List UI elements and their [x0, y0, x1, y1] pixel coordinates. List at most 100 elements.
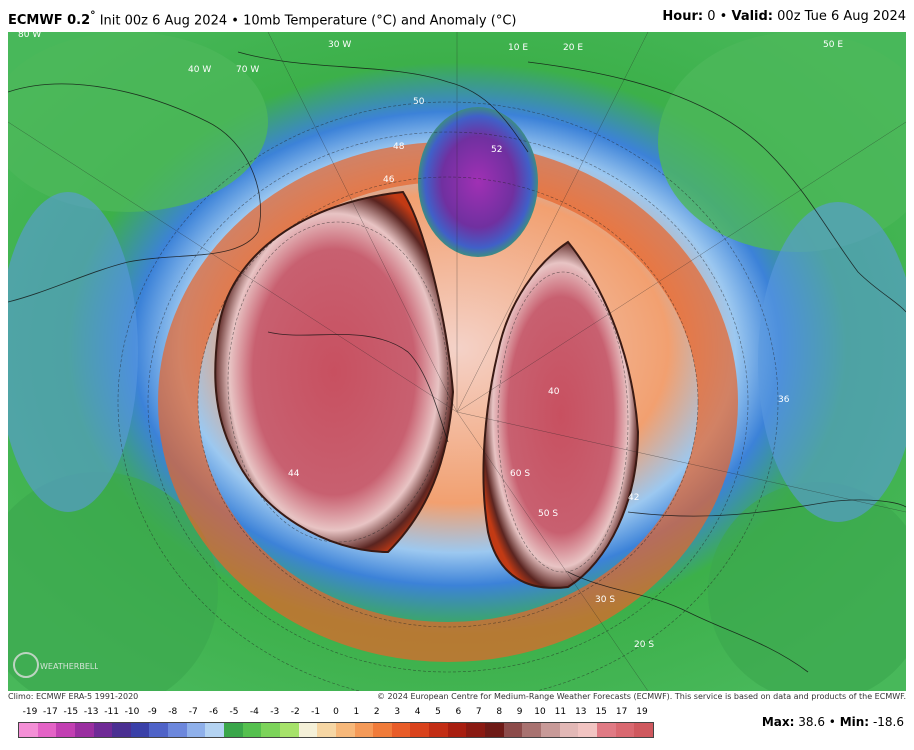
cold-anomaly-north	[418, 107, 538, 257]
colorbar-label: -3	[270, 707, 280, 717]
contour-label: 30 S	[595, 595, 615, 605]
contour-label: 36	[778, 395, 790, 405]
colorbar-label: 3	[394, 707, 401, 717]
hour-label: Hour:	[662, 9, 704, 24]
colorbar-label: 2	[373, 707, 380, 717]
green-region-ne	[658, 32, 906, 252]
colorbar-swatch	[578, 723, 597, 737]
valid-value: 00z Tue 6 Aug 2024	[777, 9, 906, 24]
colorbar-label: 19	[636, 707, 648, 717]
graticule	[8, 32, 906, 691]
max-value: 38.6	[798, 715, 825, 729]
colorbar-swatch	[93, 723, 113, 737]
colorbar-swatch	[447, 723, 467, 737]
colorbar-label: 1	[353, 707, 360, 717]
temperature-map[interactable]: 50 48 46 44 42 40 36 52 50 S 60 S 30 S 2…	[8, 32, 906, 691]
contour-label: 60 S	[510, 469, 530, 479]
colorbar-label: 13	[575, 707, 587, 717]
colorbar-label: 0	[333, 707, 339, 717]
colorbar-label: -10	[124, 707, 140, 717]
colorbar-label: -1	[311, 707, 321, 717]
colorbar-swatch	[335, 723, 355, 737]
contour-label: 50 S	[538, 509, 558, 519]
colorbar-swatch	[559, 723, 579, 737]
init-time: Init 00z 6 Aug 2024	[99, 13, 228, 29]
colorbar-swatch	[186, 723, 206, 737]
colorbar-label: -7	[188, 707, 198, 717]
colorbar-label: -13	[83, 707, 99, 717]
colorbar-label: 9	[516, 707, 523, 717]
field-title: 10mb Temperature (°C) and Anomaly (°C)	[243, 13, 517, 29]
contour-label: 50	[413, 97, 425, 107]
colorbar-label: 15	[595, 707, 607, 717]
colorbar-swatch	[224, 723, 243, 737]
contour-label-group: 50 48 46 44 42 40 36 52 50 S 60 S 30 S 2…	[18, 32, 843, 650]
contour-label: 48	[393, 142, 405, 152]
colorbar-swatch	[37, 723, 57, 737]
colorbar-label: -2	[290, 707, 300, 717]
colorbar-label: 6	[455, 707, 462, 717]
contour-lines	[117, 101, 779, 691]
copyright-note: © 2024 European Centre for Medium-Range …	[377, 692, 906, 701]
colorbar-swatch	[596, 723, 616, 737]
warm-anomaly-right	[482, 240, 640, 589]
colorbar-swatch	[615, 723, 635, 737]
header-bar: ECMWF 0.2° Init 00z 6 Aug 2024 • 10mb Te…	[0, 0, 914, 32]
max-min-stats: Max: 38.6 • Min: -18.6	[761, 715, 904, 729]
contour-label: 40	[548, 387, 560, 397]
contour-label: 42	[628, 493, 639, 503]
colorbar-label: 5	[435, 707, 441, 717]
coastlines	[8, 51, 906, 673]
colorbar-label: 10	[534, 707, 546, 717]
colorbar-swatch	[74, 723, 94, 737]
contour-label: 46	[383, 175, 395, 185]
hour-value: 0	[707, 9, 716, 24]
valid-time-info: Hour: 0 • Valid: 00z Tue 6 Aug 2024	[662, 9, 906, 24]
colorbar-swatch	[279, 723, 299, 737]
colorbar-swatch	[373, 723, 392, 737]
blue-region-w	[8, 192, 138, 512]
contour-label: 80 W	[18, 32, 41, 40]
colorbar-label: -9	[147, 707, 157, 717]
colorbar-swatch	[634, 723, 653, 737]
colorbar-label: -15	[63, 707, 79, 717]
valid-label: Valid:	[731, 9, 774, 24]
colorbar-swatch	[130, 723, 150, 737]
colorbar-swatch	[354, 723, 374, 737]
colorbar-swatch	[168, 723, 187, 737]
contour-label: 10 E	[508, 43, 528, 53]
colorbar-swatch	[429, 723, 448, 737]
contour-label: 20 S	[634, 640, 654, 650]
colorbar-label: 8	[496, 707, 503, 717]
colorbar-label: 17	[615, 707, 628, 717]
colorbar-label: -17	[43, 707, 58, 717]
colorbar-swatch	[298, 723, 318, 737]
colorbar-label: -8	[168, 707, 178, 717]
colorbar-swatch	[540, 723, 560, 737]
colorbar-swatch	[485, 723, 504, 737]
colorbar-swatch	[205, 723, 225, 737]
colorbar-label: 11	[554, 707, 567, 717]
colorbar-label: -4	[249, 707, 259, 717]
colorbar-swatch	[410, 723, 430, 737]
contour-label: 50 E	[823, 40, 843, 50]
colorbar-swatch	[261, 723, 280, 737]
contour-label: 44	[288, 469, 300, 479]
warm-anomaly-left	[214, 190, 455, 554]
contour-label: 30 W	[328, 40, 351, 50]
colorbar-swatch	[391, 723, 411, 737]
colorbar-label: 4	[414, 707, 421, 717]
colorbar-swatch	[19, 723, 38, 737]
colorbar-label: -6	[209, 707, 219, 717]
colorbar-swatch	[503, 723, 523, 737]
model-name: ECMWF 0.2	[8, 13, 91, 29]
colorbar-label: -5	[229, 707, 239, 717]
colorbar-labels: -19 -17 -15 -13 -11 -10 -9 -8 -7 -6 -5 -4 -3 -2 -1 0 1 2 3…	[8, 707, 652, 721]
colorbar-swatch	[149, 723, 169, 737]
weatherbell-logo: WEATHERBELL	[13, 652, 98, 678]
green-region-sw	[8, 472, 218, 691]
contour-label: 40 W	[188, 65, 211, 75]
colorbar-label: 7	[475, 707, 482, 717]
colorbar-swatch	[112, 723, 131, 737]
colorbar-label: -19	[22, 707, 38, 717]
